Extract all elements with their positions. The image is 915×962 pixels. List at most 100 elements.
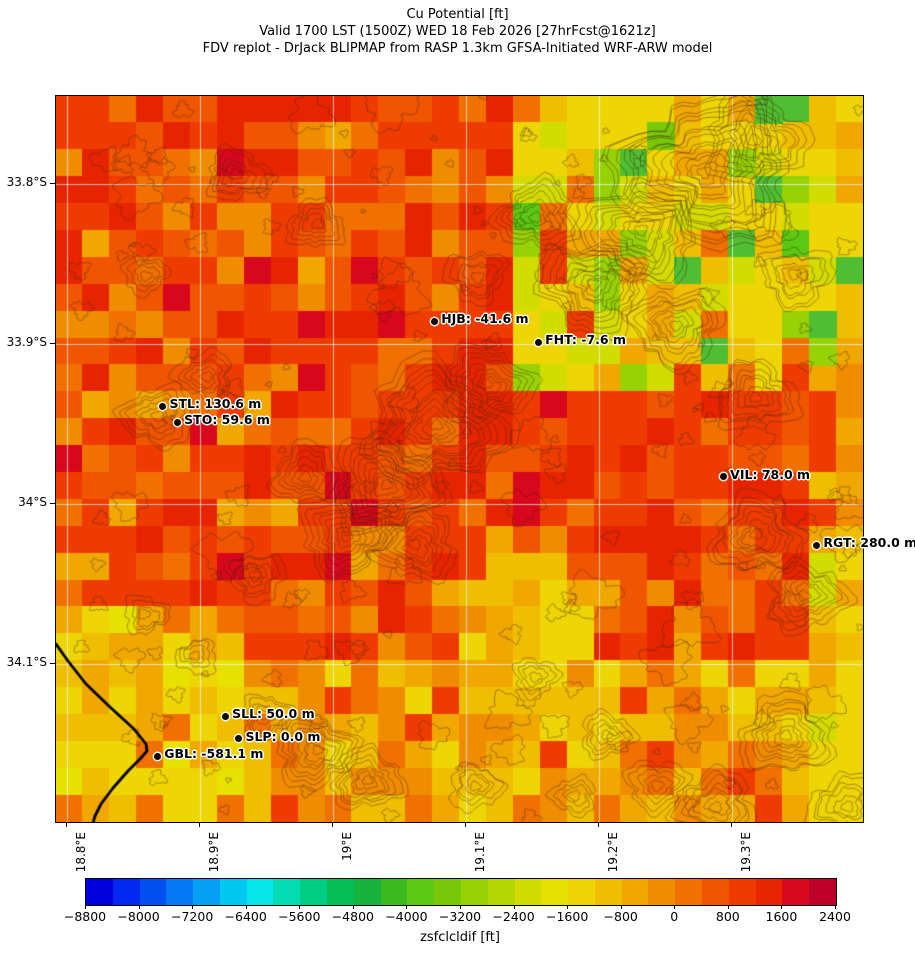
colorbar-tick-label: −4800 (331, 909, 374, 924)
station-label: STO: 59.6 m (184, 412, 270, 428)
y-tick-mark (50, 502, 55, 504)
x-tick-mark (198, 822, 200, 827)
colorbar-tick-mark (138, 905, 140, 909)
colorbar-segment (648, 879, 676, 905)
colorbar-tick-label: 1600 (765, 909, 798, 924)
colorbar-segment (86, 879, 113, 905)
y-tick-label: 33.8°S (6, 174, 47, 189)
station-dot-icon (719, 473, 727, 481)
title-block: Cu Potential [ft] Valid 1700 LST (1500Z)… (0, 6, 915, 57)
terrain-heatmap-canvas (56, 96, 863, 822)
colorbar-tick-mark (85, 905, 86, 909)
colorbar-segment (380, 879, 408, 905)
colorbar-tick-mark (513, 905, 515, 909)
colorbar-tick-label: −8000 (117, 909, 160, 924)
colorbar-tick-mark (567, 905, 569, 909)
chart-valid-time: Valid 1700 LST (1500Z) WED 18 Feb 2026 [… (259, 24, 656, 39)
colorbar-tick-mark (245, 905, 247, 909)
x-tick-label: 19.3°E (739, 832, 754, 873)
station-dot-icon (534, 338, 542, 346)
colorbar-tick-mark (620, 905, 622, 909)
station-label: FHT: -7.6 m (545, 332, 626, 348)
chart-title: Cu Potential [ft] (406, 7, 509, 22)
station-dot-icon (430, 317, 438, 325)
colorbar-tick-mark (781, 905, 783, 909)
x-tick-label: 18.8°E (73, 832, 88, 873)
colorbar-tick-mark (192, 905, 194, 909)
y-tick-label: 34.1°S (6, 654, 47, 669)
y-tick-label: 34°S (18, 494, 47, 509)
colorbar-tick-mark (299, 905, 301, 909)
y-tick-mark (50, 662, 55, 664)
colorbar-segment (193, 879, 220, 905)
colorbar-tick-mark (727, 905, 729, 909)
station-label: HJB: -41.6 m (441, 311, 529, 327)
colorbar-segment (139, 879, 167, 905)
colorbar-tick-label: −1600 (545, 909, 589, 924)
colorbar-tick-mark (460, 905, 461, 909)
colorbar-segment (112, 879, 140, 905)
colorbar-tick-label: 2400 (819, 909, 851, 924)
station-label: SLL: 50.0 m (232, 706, 315, 722)
colorbar-tick-label: −7200 (170, 909, 214, 924)
colorbar-segment (675, 879, 702, 905)
colorbar-tick-mark (352, 905, 354, 909)
station-dot-icon (159, 402, 167, 410)
station-dot-icon (173, 418, 181, 426)
chart-source-line: FDV replot - DrJack BLIPMAP from RASP 1.… (202, 41, 713, 56)
station-dot-icon (221, 712, 229, 720)
colorbar-segment (728, 879, 756, 905)
colorbar (85, 878, 837, 906)
station-label: RGT: 280.0 m (823, 535, 915, 551)
station-label: VIL: 78.0 m (730, 466, 811, 482)
colorbar-segment (701, 879, 729, 905)
colorbar-tick-mark (674, 905, 676, 909)
x-tick-mark (598, 822, 600, 827)
colorbar-segment (273, 879, 301, 905)
colorbar-tick-label: −8800 (63, 909, 107, 924)
colorbar-segment (353, 879, 381, 905)
station-label: GBL: -581.1 m (164, 746, 264, 762)
colorbar-segment (487, 879, 515, 905)
y-tick-label: 33.9°S (6, 334, 47, 349)
colorbar-tick-label: −5600 (278, 909, 321, 924)
colorbar-tick-label: −3200 (438, 909, 482, 924)
colorbar-segment (166, 879, 194, 905)
x-tick-label: 19.1°E (473, 832, 488, 873)
colorbar-segment (246, 879, 274, 905)
colorbar-segment (514, 879, 542, 905)
station-dot-icon (812, 541, 820, 549)
y-tick-mark (50, 182, 55, 184)
colorbar-segment (327, 879, 354, 905)
colorbar-tick-label: 0 (670, 909, 679, 924)
colorbar-segment (594, 879, 622, 905)
y-tick-mark (50, 342, 55, 344)
station-label: STL: 130.6 m (169, 396, 262, 412)
colorbar-segment (460, 879, 488, 905)
colorbar-label: zsfclcldif [ft] (420, 930, 500, 945)
x-tick-mark (331, 822, 333, 827)
colorbar-tick-label: −4000 (385, 909, 428, 924)
x-tick-mark (65, 822, 67, 827)
colorbar-segment (568, 879, 595, 905)
x-tick-label: 19.2°E (606, 832, 621, 873)
x-tick-label: 18.9°E (206, 832, 221, 873)
colorbar-segment (407, 879, 435, 905)
station-dot-icon (234, 735, 242, 743)
colorbar-tick-mark (406, 905, 408, 909)
x-tick-mark (465, 822, 467, 827)
map-area: HJB: -41.6 m FHT: -7.6 m STL: 130.6 m STO: … (55, 95, 915, 823)
colorbar-segment (755, 879, 783, 905)
colorbar-segment (541, 879, 569, 905)
colorbar-tick-label: −6400 (224, 909, 267, 924)
colorbar-segment (300, 879, 328, 905)
x-tick-label: 19°E (339, 832, 354, 861)
colorbar-tick-label: −800 (603, 909, 638, 924)
colorbar-tick-mark (835, 905, 836, 909)
x-tick-mark (731, 822, 733, 827)
station-label: SLP: 0.0 m (245, 728, 321, 744)
colorbar-tick-label: −2400 (492, 909, 535, 924)
colorbar-segment (621, 879, 649, 905)
colorbar-tick-label: 800 (715, 909, 740, 924)
